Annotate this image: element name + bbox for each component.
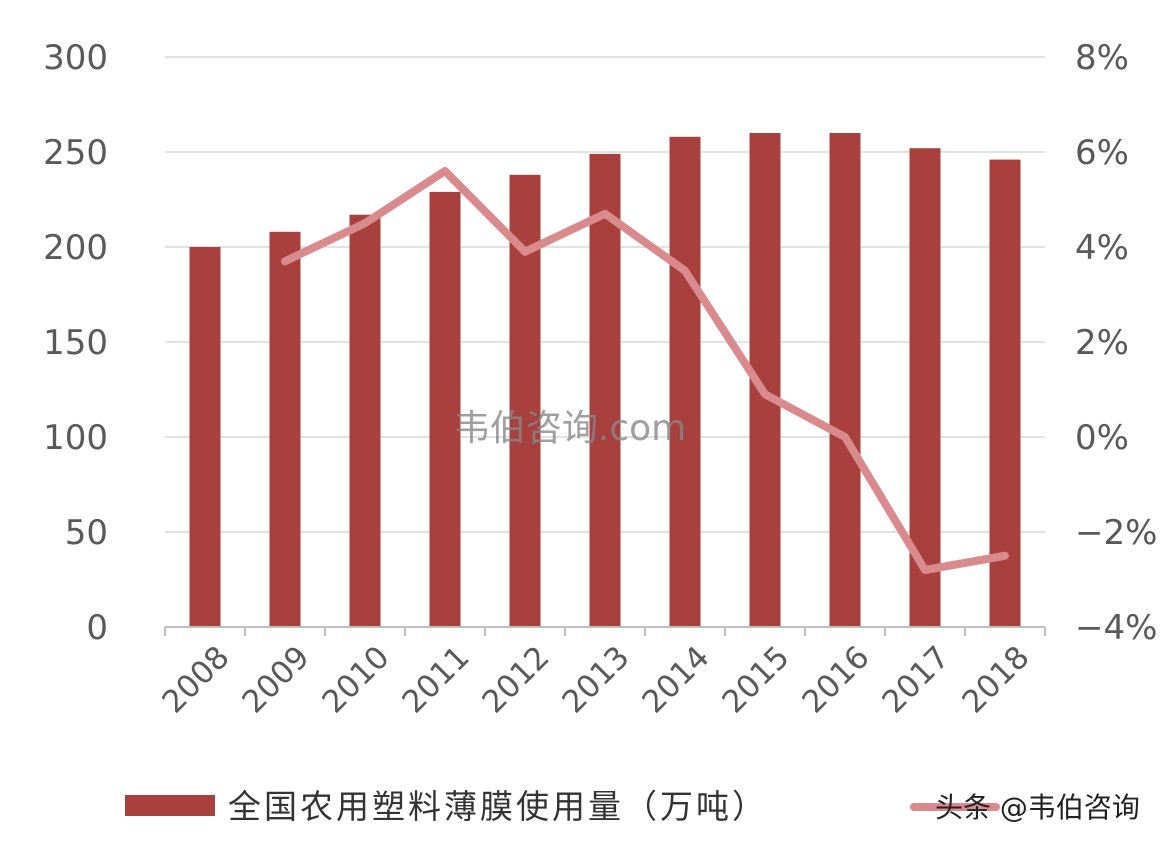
x-tick-label: 2011 [395,639,476,720]
bar-2009 [269,231,301,628]
right-tick-label: 8% [1075,38,1129,78]
bar-2016 [829,133,861,627]
bar-2018 [989,159,1021,627]
x-tick-label: 2014 [635,639,716,720]
x-tick-label: 2017 [875,639,956,720]
line-series [281,167,1009,574]
right-axis-ticks: 8% 6% 4% 2% 0% −2% −4% [1075,38,1157,648]
x-tick-label: 2016 [795,639,876,720]
bar-2014 [669,136,701,628]
left-tick-label: 200 [43,228,108,268]
x-tick-label: 2013 [555,639,636,720]
bar-2010 [349,214,381,627]
credit-text: 头条 @韦伯咨询 [935,791,1140,824]
right-tick-label: 2% [1075,323,1129,363]
right-tick-label: −4% [1075,608,1157,648]
right-tick-label: 6% [1075,133,1129,173]
bar-2013 [589,153,621,627]
right-tick-label: 4% [1075,228,1129,268]
left-tick-label: 0 [86,608,108,648]
left-tick-label: 250 [43,133,108,173]
bar-2008 [189,247,221,627]
left-axis-ticks: 300 250 200 150 100 50 0 [43,38,108,648]
left-tick-label: 100 [43,418,108,458]
bar-series [189,133,1021,628]
right-tick-label: −2% [1075,513,1157,553]
left-tick-label: 50 [65,513,108,553]
legend: 全国农用塑料薄膜使用量（万吨） [125,787,1000,826]
legend-bar-swatch [125,795,215,816]
x-axis [164,626,1046,636]
x-tick-label: 2010 [315,639,396,720]
x-tick-label: 2015 [715,639,796,720]
bar-2011 [429,191,461,627]
left-tick-label: 300 [43,38,108,78]
watermark: 韦伯咨询.com [454,408,686,449]
left-tick-label: 150 [43,323,108,363]
x-tick-label: 2009 [235,639,316,720]
x-tick-label: 2008 [155,639,236,720]
x-tick-label: 2012 [475,639,556,720]
legend-line-swatch [910,803,1000,811]
right-tick-label: 0% [1075,418,1129,458]
x-axis-ticks: 2008200920102011201220132014201520162017… [155,639,1036,720]
legend-bar-label: 全国农用塑料薄膜使用量（万吨） [228,787,768,826]
growth-line [281,167,1009,574]
x-tick-label: 2018 [955,639,1036,720]
